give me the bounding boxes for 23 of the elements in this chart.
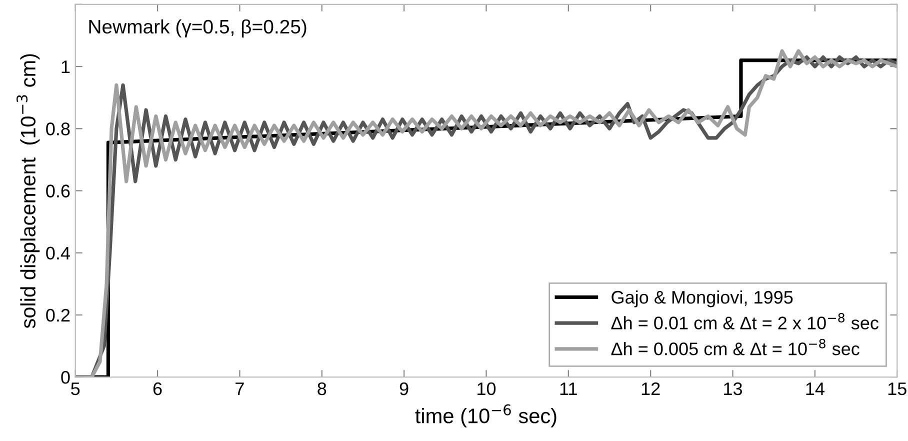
x-tick-label: 10 [478,382,496,396]
y-axis-title: solid displacement (10$^{−3}$ cm) [16,54,40,328]
legend-label: Δh = 0.01 cm & Δt = 2 x 10$^{−8}$ sec [611,312,878,330]
x-tick-label: 15 [888,382,906,396]
y-tick-label: 1 [62,60,70,74]
legend-label: Gajo & Mongiovi, 1995 [612,290,793,308]
x-tick-label: 12 [642,382,660,395]
x-tick-label: 11 [560,382,577,395]
y-tick-label: 0.8 [46,122,70,136]
y-tick-label: 0.6 [46,184,70,198]
x-tick-label: 9 [400,382,408,396]
x-tick-label: 8 [318,382,326,396]
y-tick-label: 0.4 [46,246,70,260]
y-tick-label: 0 [61,370,70,384]
x-tick-label: 7 [236,382,244,395]
legend-label: Δh = 0.005 cm & Δt = 10$^{−8}$ sec [611,338,860,356]
x-tick-label: 6 [153,382,162,396]
x-axis-title: time (10$^{−6}$ sec) [415,404,556,428]
x-tick-label: 14 [806,382,824,395]
x-tick-label: 5 [71,382,80,396]
y-tick-label: 0.2 [46,308,70,322]
x-tick-label: 13 [724,382,742,396]
annotation: Newmark (γ=0.5, β=0.25) [89,19,306,38]
